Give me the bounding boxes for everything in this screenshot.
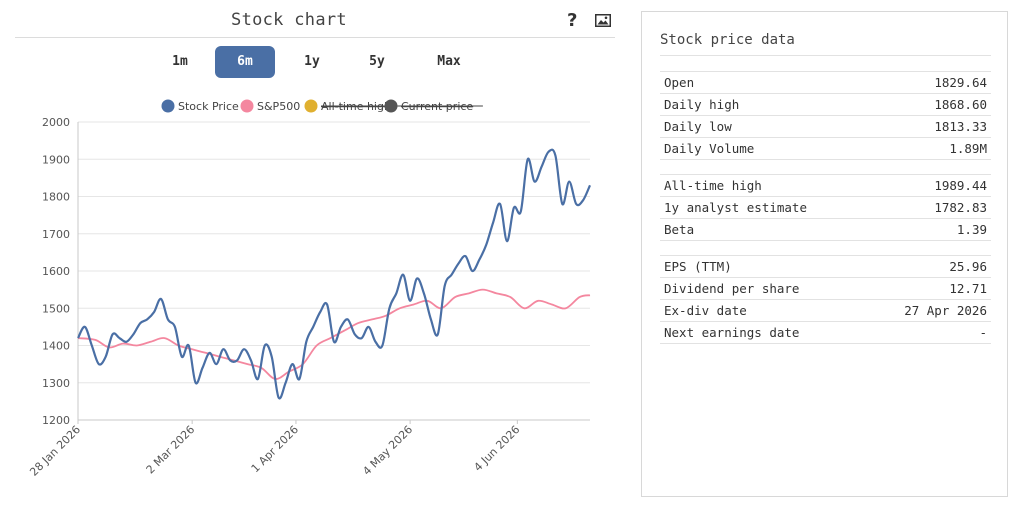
table-row: Daily Volume 1.89M <box>660 138 991 160</box>
x-tick-label: 2 Mar 2026 <box>144 423 198 477</box>
row-value: 1.89M <box>949 141 987 156</box>
image-icon[interactable] <box>595 14 611 27</box>
tab-1m[interactable]: 1m <box>172 54 188 69</box>
help-icon[interactable]: ? <box>567 10 578 31</box>
x-tick-label: 1 Apr 2026 <box>249 423 301 475</box>
range-table: All-time high 1989.44 1y analyst estimate… <box>660 174 991 241</box>
stock-line-chart: Stock Price S&P500 All-time high Current pr… <box>27 99 592 479</box>
stock-price-line <box>77 148 592 400</box>
row-value: 1829.64 <box>934 75 987 90</box>
y-tick-label: 1600 <box>42 265 70 278</box>
data-title-divider <box>660 55 991 56</box>
tab-1y[interactable]: 1y <box>304 54 320 69</box>
table-row: Daily low 1813.33 <box>660 116 991 138</box>
legend-swatch <box>304 99 318 113</box>
legend-swatch <box>240 99 254 113</box>
legend-item[interactable]: Stock Price <box>161 99 240 114</box>
tab-6m[interactable]: 6m <box>215 46 275 78</box>
table-row: 1y analyst estimate 1782.83 <box>660 197 991 219</box>
table-row: Beta 1.39 <box>660 219 991 241</box>
row-value: 1782.83 <box>934 200 987 215</box>
legend-swatch <box>384 99 398 113</box>
y-tick-label: 1500 <box>42 302 70 315</box>
legend-item[interactable]: All-time high <box>304 99 403 114</box>
tab-max[interactable]: Max <box>437 54 461 69</box>
y-tick-label: 1300 <box>42 377 70 390</box>
price-table: Open 1829.64 Daily high 1868.60 Daily low 1… <box>660 71 991 160</box>
row-value: 27 Apr 2026 <box>904 303 987 318</box>
row-value: 1813.33 <box>934 119 987 134</box>
row-label: 1y analyst estimate <box>664 200 807 215</box>
row-label: Ex-div date <box>664 303 747 318</box>
row-value: - <box>979 325 987 340</box>
table-row: Next earnings date - <box>660 322 991 344</box>
chart-legend: Stock Price S&P500 All-time high Current pr… <box>161 99 483 114</box>
row-label: Beta <box>664 222 695 237</box>
tab-5y[interactable]: 5y <box>369 54 385 69</box>
x-tick-label: 4 May 2026 <box>360 423 415 478</box>
y-tick-label: 1200 <box>42 414 70 427</box>
x-tick-label: 28 Jan 2026 <box>27 423 83 479</box>
row-label: Daily low <box>664 119 732 134</box>
y-tick-label: 2000 <box>42 116 70 129</box>
title-divider <box>15 37 615 38</box>
x-tick-label: 4 Jun 2026 <box>471 423 522 474</box>
y-tick-label: 1700 <box>42 228 70 241</box>
row-label: Next earnings date <box>664 325 800 340</box>
legend-label: Stock Price <box>178 100 239 113</box>
data-panel-title: Stock price data <box>660 32 795 48</box>
row-value: 1868.60 <box>934 97 987 112</box>
sp500-line <box>77 288 591 380</box>
table-row: All-time high 1989.44 <box>660 174 991 197</box>
chart-grid <box>78 121 590 421</box>
row-label: Open <box>664 75 695 90</box>
chart-title: Stock chart <box>231 10 347 30</box>
legend-item[interactable]: S&P500 <box>240 99 301 114</box>
legend-label: S&P500 <box>257 100 300 113</box>
y-tick-label: 1800 <box>42 191 70 204</box>
y-tick-label: 1900 <box>42 153 70 166</box>
stock-data-panel: Stock price data Open 1829.64 Daily high 1… <box>641 11 1008 497</box>
table-row: Dividend per share 12.71 <box>660 278 991 300</box>
row-label: All-time high <box>664 178 762 193</box>
legend-swatch <box>161 99 175 113</box>
row-label: EPS (TTM) <box>664 259 732 274</box>
legend-item[interactable]: Current price <box>384 99 483 114</box>
row-label: Daily Volume <box>664 141 755 156</box>
row-label: Dividend per share <box>664 281 800 296</box>
chart-axes: 1200 1300 1400 1500 1600 1700 1800 1900 2000 28 J… <box>27 116 590 479</box>
chart-series <box>77 148 592 400</box>
table-row: Open 1829.64 <box>660 71 991 94</box>
row-value: 1989.44 <box>934 178 987 193</box>
earnings-table: EPS (TTM) 25.96 Dividend per share 12.71 E… <box>660 255 991 344</box>
y-tick-label: 1400 <box>42 340 70 353</box>
row-value: 1.39 <box>956 222 987 237</box>
row-value: 25.96 <box>949 259 987 274</box>
table-row: Daily high 1868.60 <box>660 94 991 116</box>
row-label: Daily high <box>664 97 740 112</box>
row-value: 12.71 <box>949 281 987 296</box>
table-row: Ex-div date 27 Apr 2026 <box>660 300 991 322</box>
table-row: EPS (TTM) 25.96 <box>660 255 991 278</box>
chart-panel: Stock chart ? 1m 6m 1y 5y Max Stock Pric… <box>15 0 615 506</box>
